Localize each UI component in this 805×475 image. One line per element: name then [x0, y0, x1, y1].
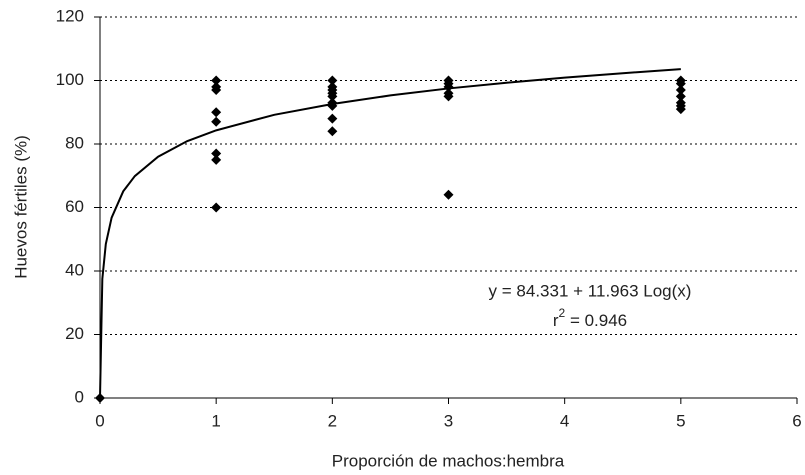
y-tick-label: 80 — [65, 133, 84, 152]
point — [675, 91, 686, 102]
y-tick-label: 60 — [65, 197, 84, 216]
y-tick-label: 40 — [65, 260, 84, 279]
point — [443, 189, 454, 200]
y-tick-label: 100 — [56, 70, 84, 89]
point — [211, 202, 222, 213]
point — [675, 85, 686, 96]
point — [211, 85, 222, 96]
point — [327, 100, 338, 111]
point — [211, 75, 222, 86]
r-rest: = 0.946 — [565, 311, 627, 330]
trendline — [99, 68, 681, 399]
point — [443, 91, 454, 102]
y-tick-label: 20 — [65, 324, 84, 343]
point — [675, 104, 686, 115]
x-tick-label: 3 — [444, 411, 453, 430]
r-base: r — [553, 311, 559, 330]
point — [327, 126, 338, 137]
x-axis-label: Proporción de machos:hembra — [332, 451, 565, 470]
point — [327, 113, 338, 124]
x-tick-label: 6 — [792, 411, 801, 430]
point — [327, 91, 338, 102]
r-squared: r2 = 0.946 — [553, 306, 627, 330]
x-tick-label: 5 — [676, 411, 685, 430]
point — [327, 75, 338, 86]
y-tick-label: 120 — [56, 6, 84, 25]
x-tick-label: 1 — [211, 411, 220, 430]
x-tick-label: 0 — [95, 411, 104, 430]
point — [211, 154, 222, 165]
x-tick-label: 4 — [560, 411, 569, 430]
point — [95, 393, 105, 403]
point — [211, 116, 222, 127]
point — [211, 148, 222, 159]
equation: y = 84.331 + 11.963 Log(x) — [489, 281, 692, 300]
r-sup: 2 — [559, 306, 566, 320]
point — [443, 81, 454, 92]
x-tick-label: 2 — [328, 411, 337, 430]
point — [675, 78, 686, 89]
y-tick-label: 0 — [75, 387, 84, 406]
point — [211, 107, 222, 118]
y-axis-label: Huevos fértiles (%) — [11, 135, 30, 279]
